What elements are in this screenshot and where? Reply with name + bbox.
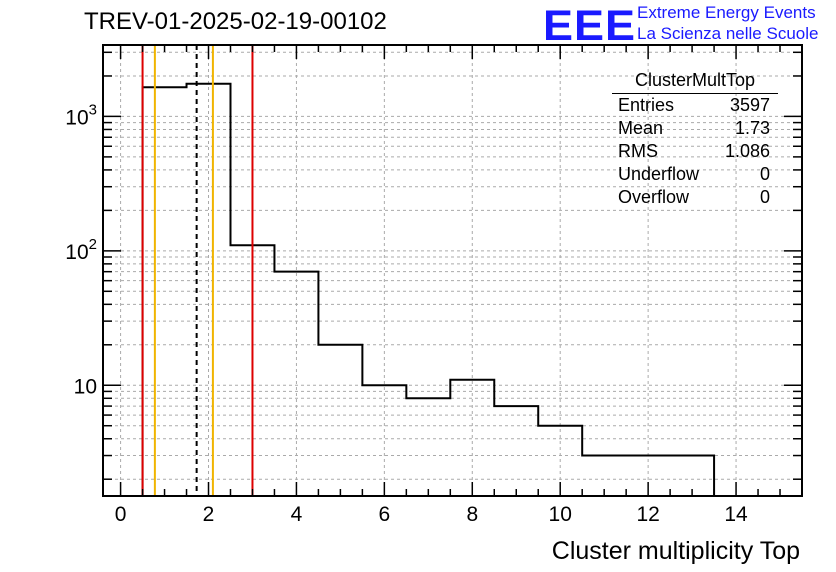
y-tick-label: 102 [65, 236, 97, 264]
marker-lines [141, 45, 254, 496]
stats-row: RMS 1.086 [612, 140, 778, 163]
x-tick-label: 2 [203, 503, 215, 526]
x-tick-label: 6 [379, 503, 391, 526]
stats-label: RMS [618, 141, 658, 161]
y-tick-label: 103 [65, 101, 97, 129]
y-tick-label: 10 [74, 375, 97, 398]
x-tick-label: 0 [115, 503, 127, 526]
histogram-outline [141, 82, 716, 496]
eee-logo: EEE [543, 1, 637, 50]
stats-value: 0 [759, 187, 770, 207]
stats-box: ClusterMultTop Entries 3597 Mean 1.73 RM… [612, 70, 778, 209]
logo-subtitle-1: Extreme Energy Events [637, 3, 816, 22]
x-tick-label: 8 [466, 503, 478, 526]
logo-subtitle-2: La Scienza nelle Scuole [637, 24, 819, 43]
stats-title: ClusterMultTop [612, 70, 778, 94]
stats-label: Entries [618, 95, 675, 115]
axes: 0 2 4 6 8 10 12 14 10 102 103 [65, 44, 803, 526]
histogram-bins [141, 82, 716, 496]
stats-value: 1.086 [724, 141, 770, 161]
x-tick-label: 10 [549, 503, 572, 526]
x-tick-label: 14 [724, 503, 748, 526]
stats-row: Mean 1.73 [612, 117, 778, 140]
x-axis-label: Cluster multiplicity Top [552, 537, 800, 565]
x-tick-label: 12 [636, 503, 659, 526]
run-title: TREV-01-2025-02-19-00102 [84, 8, 387, 35]
stats-value: 3597 [729, 95, 770, 115]
stats-row: Entries 3597 [612, 94, 778, 117]
stats-label: Mean [618, 118, 664, 138]
stats-value: 1.73 [734, 118, 770, 138]
x-tick-label: 4 [291, 503, 303, 526]
stats-row: Underflow 0 [612, 163, 778, 186]
grid-lines [103, 45, 802, 496]
stats-label: Underflow [618, 164, 700, 184]
stats-value: 0 [759, 164, 770, 184]
plot-frame [102, 44, 803, 497]
stats-label: Overflow [618, 187, 690, 207]
stats-row: Overflow 0 [612, 186, 778, 209]
